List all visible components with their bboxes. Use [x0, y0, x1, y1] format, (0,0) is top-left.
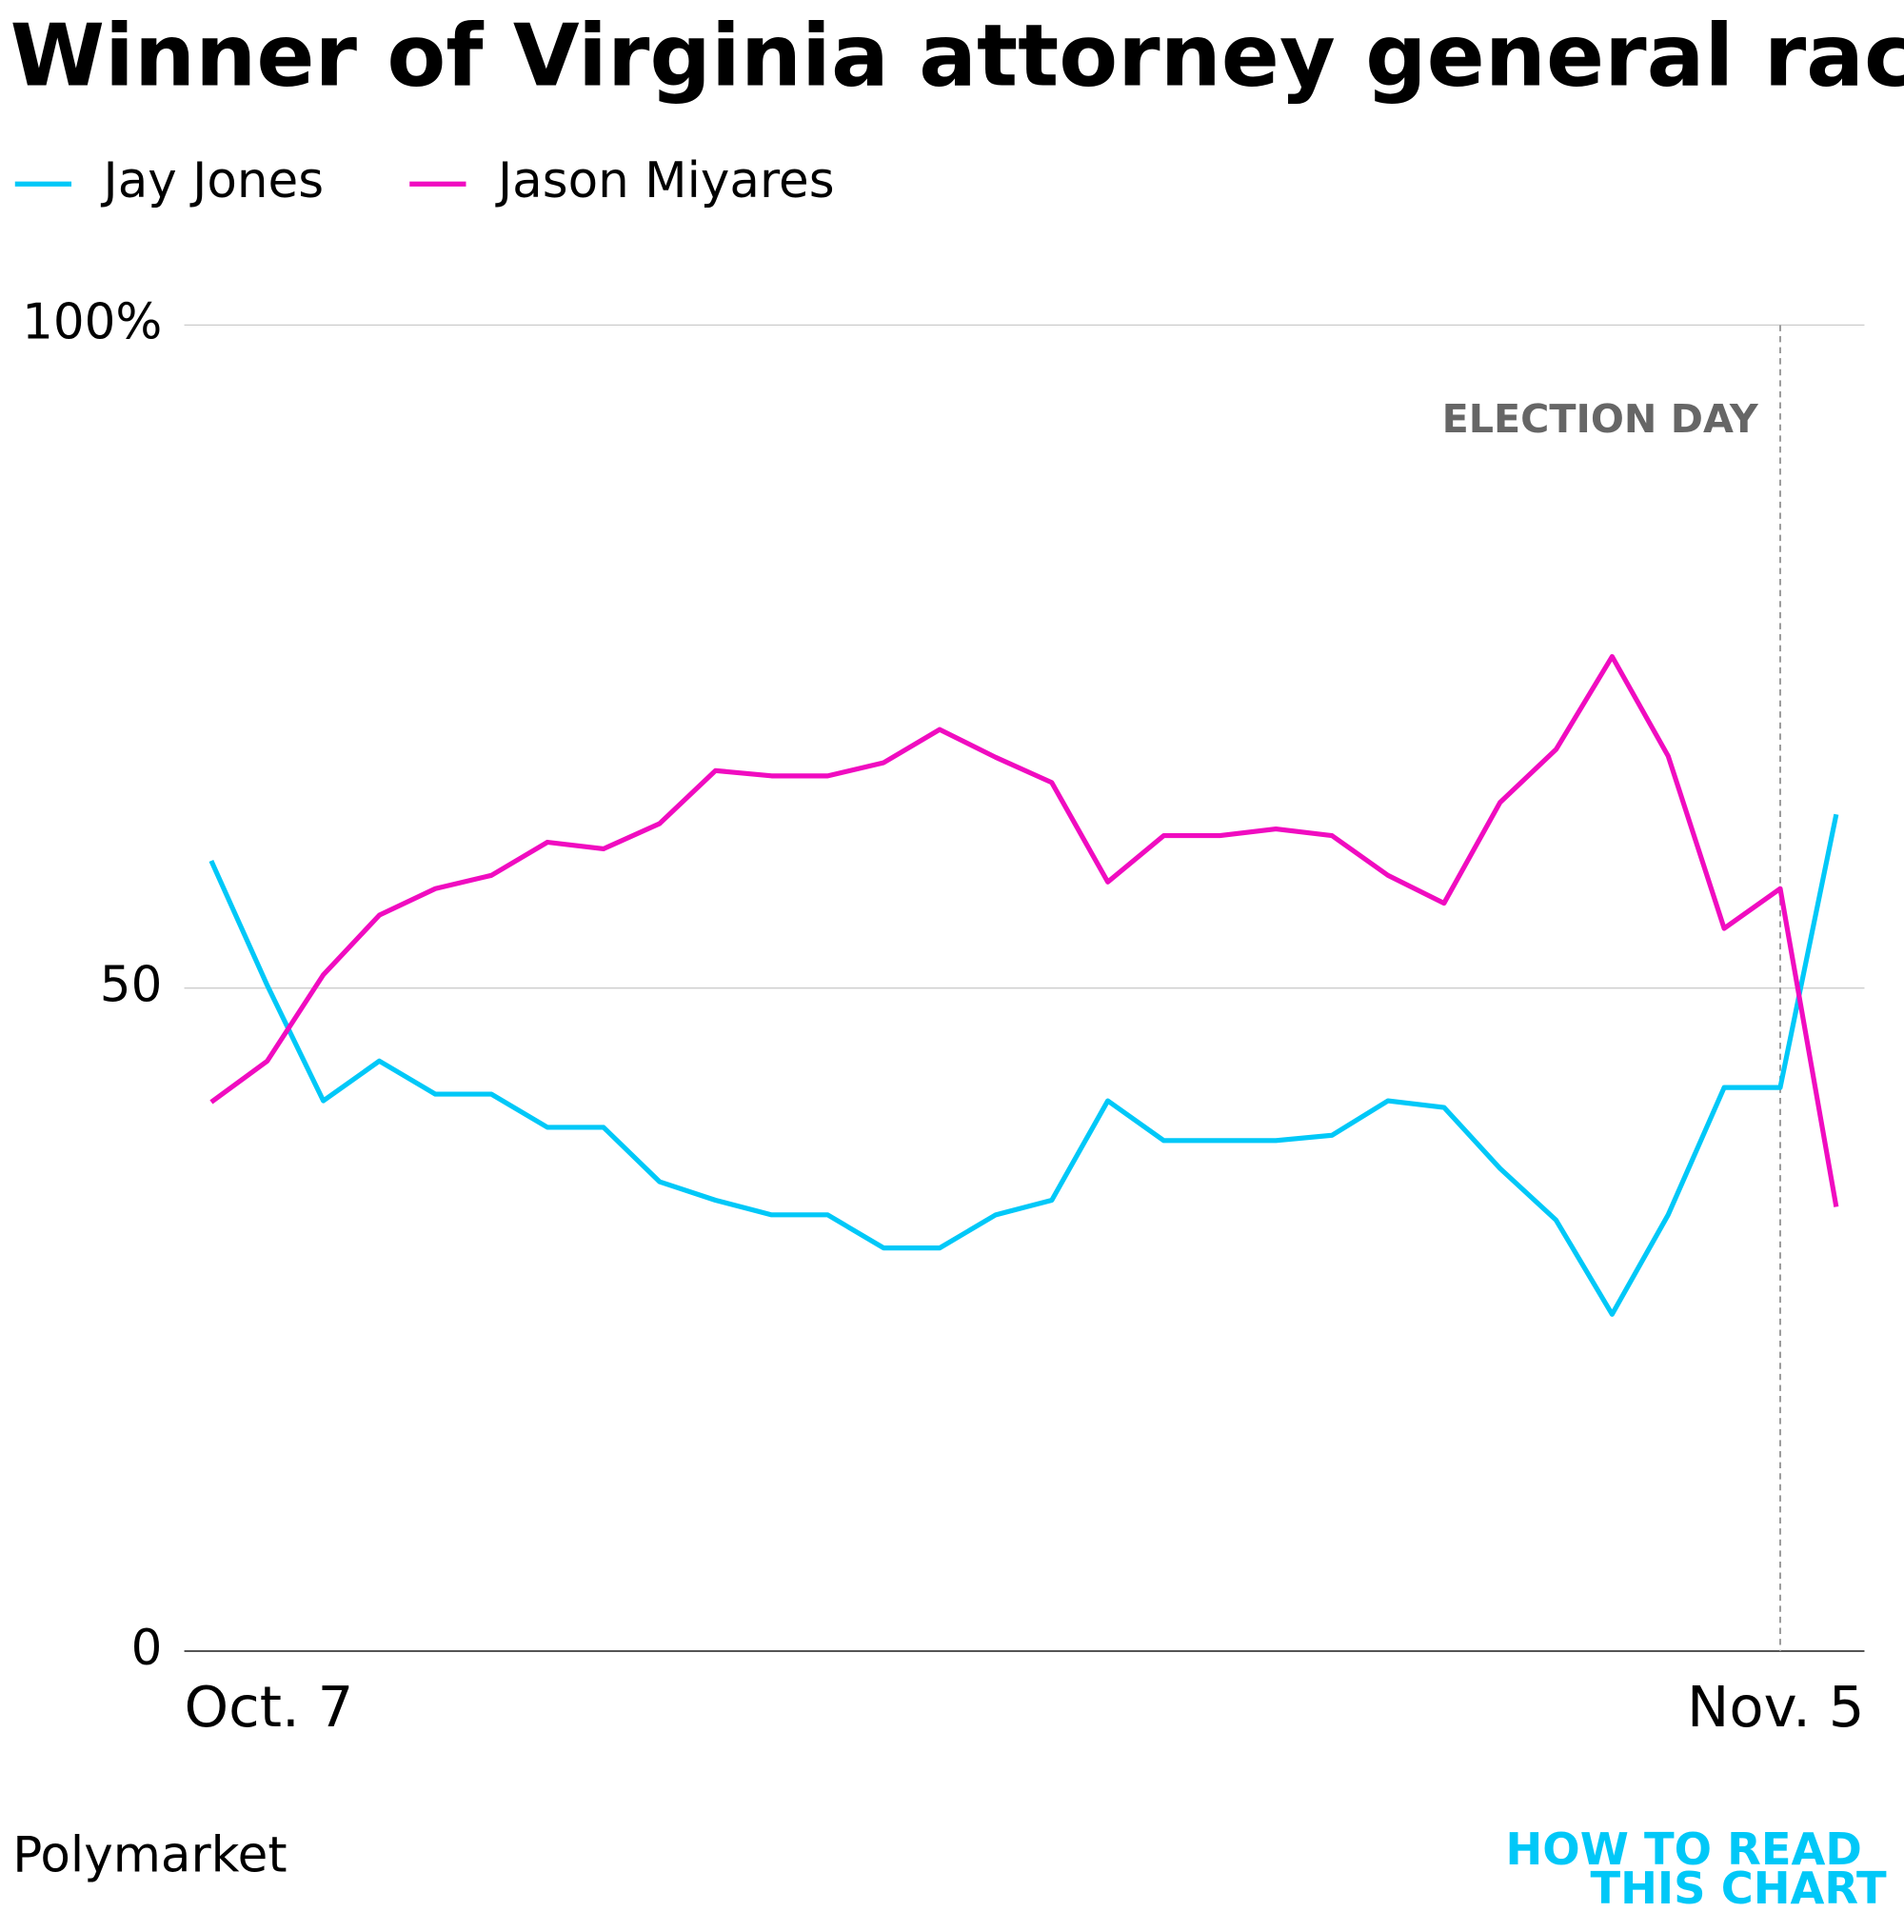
x-tick-label: Oct. 7: [185, 1674, 354, 1740]
x-tick-label: Nov. 5: [1687, 1674, 1864, 1740]
y-tick-label: 100%: [22, 293, 162, 350]
legend-label: Jay Jones: [101, 152, 325, 209]
chart-title: Winner of Virginia attorney general race: [10, 6, 1904, 106]
legend-label: Jason Miyares: [495, 152, 835, 209]
series-line: [209, 653, 1839, 1207]
y-tick-label: 50: [100, 957, 163, 1014]
series-line: [208, 813, 1839, 1317]
annotation: ELECTION DAY: [1442, 396, 1759, 442]
y-tick-label: 0: [131, 1620, 163, 1677]
logo-line: THIS CHART: [1591, 1862, 1888, 1914]
source: Polymarket: [12, 1827, 287, 1884]
logo-line: HOW TO READ: [1505, 1823, 1861, 1875]
